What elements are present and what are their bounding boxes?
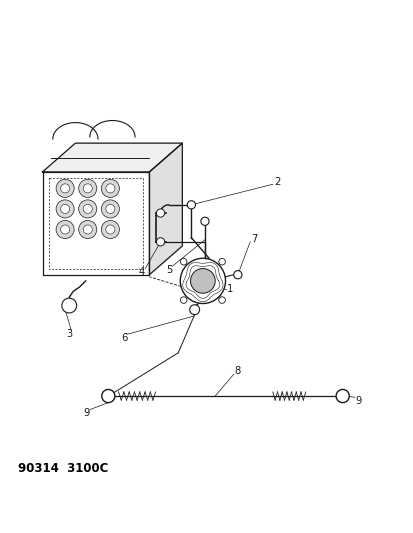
Circle shape (101, 221, 119, 239)
Circle shape (218, 259, 225, 265)
Text: 6: 6 (121, 334, 128, 343)
Text: 1: 1 (226, 284, 232, 294)
Circle shape (83, 225, 92, 234)
Circle shape (60, 204, 69, 213)
Text: 3: 3 (66, 328, 72, 338)
Circle shape (78, 200, 97, 218)
Circle shape (56, 179, 74, 197)
Circle shape (218, 297, 225, 303)
Circle shape (60, 184, 69, 193)
Polygon shape (43, 172, 149, 274)
Circle shape (106, 204, 115, 213)
Text: 90314  3100C: 90314 3100C (18, 462, 108, 475)
Circle shape (62, 298, 76, 313)
Circle shape (60, 225, 69, 234)
Circle shape (200, 217, 209, 225)
Circle shape (180, 259, 187, 265)
Circle shape (187, 201, 195, 209)
Text: 7: 7 (251, 233, 257, 244)
Text: 5: 5 (166, 265, 172, 275)
Circle shape (83, 184, 92, 193)
Circle shape (156, 238, 164, 246)
Text: 9: 9 (354, 395, 361, 406)
Circle shape (180, 297, 187, 303)
Text: 4: 4 (138, 267, 144, 277)
Circle shape (101, 179, 119, 197)
Text: 9: 9 (83, 408, 90, 418)
Polygon shape (149, 143, 182, 274)
Circle shape (335, 390, 349, 402)
Circle shape (56, 221, 74, 239)
Circle shape (180, 259, 225, 303)
Circle shape (102, 390, 115, 402)
Circle shape (56, 200, 74, 218)
Text: 8: 8 (234, 366, 240, 376)
Circle shape (83, 204, 92, 213)
Circle shape (106, 184, 115, 193)
Circle shape (106, 225, 115, 234)
Text: 2: 2 (274, 177, 280, 187)
Polygon shape (43, 143, 182, 172)
Circle shape (233, 271, 241, 279)
Circle shape (101, 200, 119, 218)
Circle shape (156, 209, 164, 217)
Circle shape (78, 221, 97, 239)
Circle shape (189, 305, 199, 314)
Circle shape (190, 269, 215, 293)
Circle shape (78, 179, 97, 197)
